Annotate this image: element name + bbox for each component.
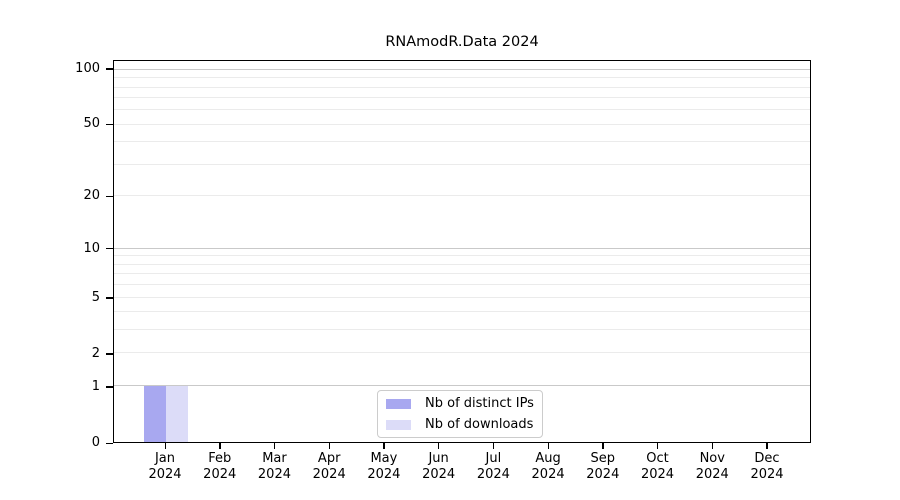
legend-item-downloads: Nb of downloads	[386, 417, 542, 432]
gridline-minor	[114, 164, 810, 166]
gridline-minor	[114, 329, 810, 331]
x-tick-month: Jun	[428, 451, 449, 466]
x-tick-mark	[766, 443, 768, 449]
y-tick-label: 50	[83, 116, 100, 132]
x-tick-mark	[438, 443, 440, 449]
x-tick-mark	[219, 443, 221, 449]
x-tick-month: Jan	[154, 451, 176, 466]
x-tick-label: Aug 2024	[516, 451, 580, 482]
x-tick-label: Mar 2024	[242, 451, 306, 482]
y-tick-mark	[106, 68, 113, 70]
x-tick-month: Sep	[590, 451, 616, 466]
legend-label-downloads: Nb of downloads	[425, 417, 534, 432]
x-tick-year: 2024	[476, 466, 510, 482]
x-tick-month: Nov	[699, 451, 725, 466]
gridline-minor	[114, 97, 810, 99]
gridline-major	[114, 247, 810, 249]
x-tick-mark	[164, 443, 166, 449]
y-tick-mark	[106, 248, 113, 250]
plot-area	[113, 60, 811, 443]
y-tick-mark	[106, 123, 113, 125]
x-tick-label: Oct 2024	[626, 451, 690, 482]
x-tick-month: Aug	[535, 451, 561, 466]
x-tick-mark	[492, 443, 495, 449]
x-tick-mark	[547, 443, 549, 449]
x-tick-mark	[273, 443, 276, 449]
gridline-minor	[114, 311, 810, 313]
y-tick-label: 10	[83, 240, 100, 256]
gridline-minor	[114, 86, 810, 88]
x-tick-year: 2024	[531, 466, 565, 482]
x-tick-year: 2024	[422, 466, 456, 482]
x-tick-month: Oct	[646, 451, 669, 466]
x-tick-year: 2024	[640, 466, 675, 482]
gridline-minor	[114, 255, 810, 257]
chart-title: RNAmodR.Data 2024	[385, 34, 539, 50]
x-tick-year: 2024	[257, 466, 291, 482]
legend-swatch-distinct-ips	[386, 398, 411, 409]
gridline-major	[114, 385, 810, 387]
x-tick-label: Apr 2024	[297, 451, 361, 482]
x-tick-label: Sep 2024	[571, 451, 635, 482]
x-tick-label: Jun 2024	[407, 451, 471, 482]
gridline-minor	[114, 296, 810, 298]
gridline-minor	[114, 109, 810, 111]
gridline-minor	[114, 123, 810, 125]
x-tick-month: May	[370, 451, 398, 466]
x-tick-year: 2024	[367, 466, 401, 482]
gridline-minor	[114, 273, 810, 275]
x-tick-label: Jan 2024	[133, 451, 197, 482]
x-tick-mark	[657, 443, 659, 449]
legend-swatch-downloads	[386, 419, 411, 430]
y-tick-mark	[106, 297, 113, 299]
y-tick-mark	[106, 353, 113, 355]
y-tick-label: 100	[75, 60, 100, 76]
legend-item-distinct-ips: Nb of distinct IPs	[386, 396, 542, 411]
y-tick-mark	[106, 386, 113, 388]
gridline-minor	[114, 195, 810, 197]
gridline-minor	[114, 77, 810, 79]
x-tick-year: 2024	[312, 466, 346, 482]
x-tick-label: Nov 2024	[680, 451, 744, 482]
gridline-major	[114, 68, 810, 70]
gridline-minor	[114, 284, 810, 286]
gridline-minor	[114, 352, 810, 354]
x-tick-mark	[711, 443, 714, 449]
y-tick-label: 2	[91, 345, 100, 361]
x-tick-year: 2024	[203, 466, 237, 482]
x-tick-month: Apr	[317, 451, 341, 466]
x-tick-month: Jul	[485, 451, 502, 466]
legend: Nb of distinct IPs Nb of downloads	[377, 390, 543, 438]
y-tick-label: 0	[91, 435, 100, 450]
x-tick-year: 2024	[750, 466, 784, 482]
y-tick-label: 5	[91, 289, 100, 305]
legend-label-distinct-ips: Nb of distinct IPs	[425, 396, 534, 411]
x-tick-month: Dec	[754, 451, 780, 466]
y-tick-label: 20	[83, 188, 100, 204]
x-tick-month: Feb	[208, 451, 232, 466]
x-tick-label: Feb 2024	[188, 451, 252, 482]
bar-nb-of-downloads	[166, 386, 188, 442]
y-tick-mark	[106, 442, 113, 444]
bar-nb-of-distinct-ips	[144, 386, 166, 442]
x-tick-mark	[602, 443, 604, 449]
x-tick-year: 2024	[586, 466, 620, 482]
y-tick-mark	[106, 195, 113, 197]
x-tick-month: Mar	[262, 451, 287, 466]
x-tick-year: 2024	[148, 466, 182, 482]
x-tick-label: Jul 2024	[461, 451, 525, 482]
x-tick-mark	[383, 443, 385, 449]
x-tick-year: 2024	[695, 466, 729, 482]
x-tick-label: Dec 2024	[735, 451, 799, 482]
x-tick-mark	[328, 443, 330, 449]
gridline-minor	[114, 263, 810, 265]
y-tick-label: 1	[91, 378, 100, 394]
x-tick-label: May 2024	[352, 451, 416, 482]
gridline-minor	[114, 141, 810, 143]
